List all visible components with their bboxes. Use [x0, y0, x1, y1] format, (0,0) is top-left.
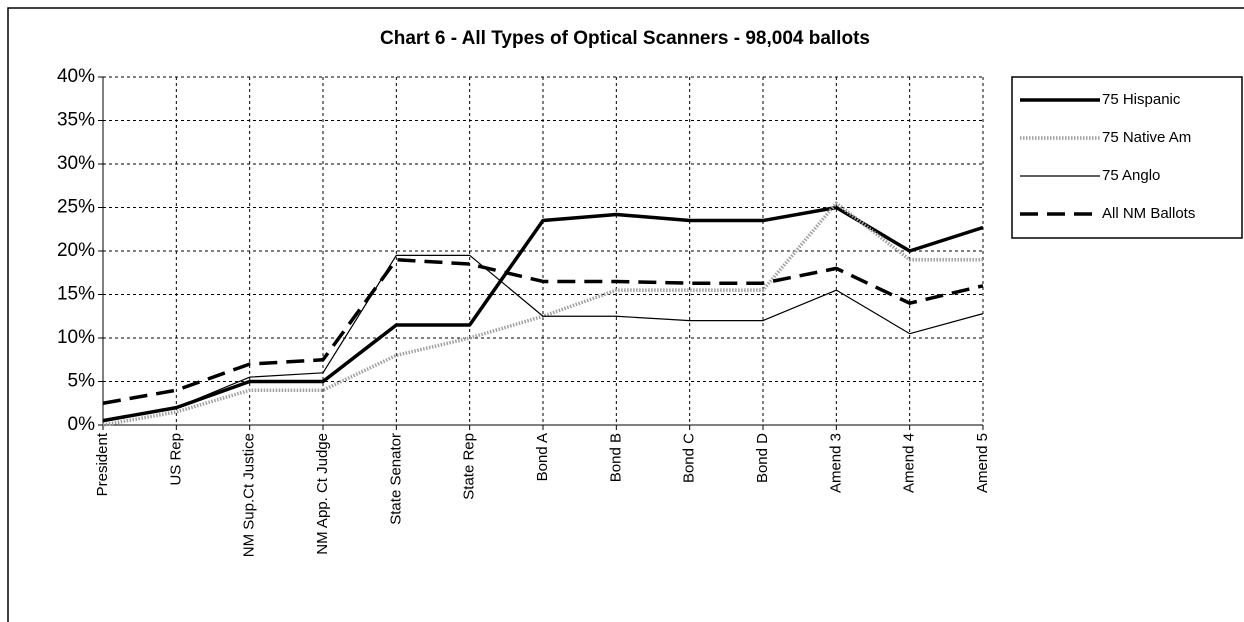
x-tick-label: Bond A	[534, 433, 551, 481]
y-tick-label: 15%	[57, 284, 95, 305]
x-tick-label: US Rep	[167, 433, 184, 486]
frame	[7, 7, 1244, 622]
y-tick-label: 35%	[57, 110, 95, 131]
legend-label: 75 Anglo	[1102, 167, 1160, 184]
x-tick-label: Bond D	[754, 433, 771, 483]
y-tick-label: 30%	[57, 153, 95, 174]
chart-title: Chart 6 - All Types of Optical Scanners …	[380, 28, 870, 49]
y-tick-label: 20%	[57, 240, 95, 261]
series-line	[102, 254, 984, 422]
x-tick-label: State Senator	[387, 433, 404, 525]
y-tick-label: 25%	[57, 197, 95, 218]
x-tick-label: Amend 3	[827, 433, 844, 493]
legend-label: 75 Hispanic	[1102, 91, 1181, 108]
legend-label: 75 Native Am	[1102, 129, 1191, 146]
x-tick-label: NM Sup.Ct Justice	[241, 433, 258, 557]
x-tick-label: Amend 4	[901, 433, 918, 493]
x-tick-label: President	[94, 432, 111, 496]
x-tick-label: Bond C	[681, 433, 698, 483]
y-tick-label: 0%	[68, 414, 96, 435]
series-line	[102, 205, 984, 423]
x-tick-label: State Rep	[461, 433, 478, 500]
x-tick-label: NM App. Ct Judge	[314, 433, 331, 555]
y-tick-label: 5%	[68, 371, 96, 392]
x-tick-label: Bond B	[607, 433, 624, 482]
y-tick-label: 10%	[57, 327, 95, 348]
series-line	[102, 257, 984, 405]
y-tick-label: 40%	[57, 66, 95, 87]
legend-label: All NM Ballots	[1102, 205, 1195, 222]
x-tick-label: Amend 5	[974, 433, 991, 493]
legend-box	[1011, 76, 1243, 239]
